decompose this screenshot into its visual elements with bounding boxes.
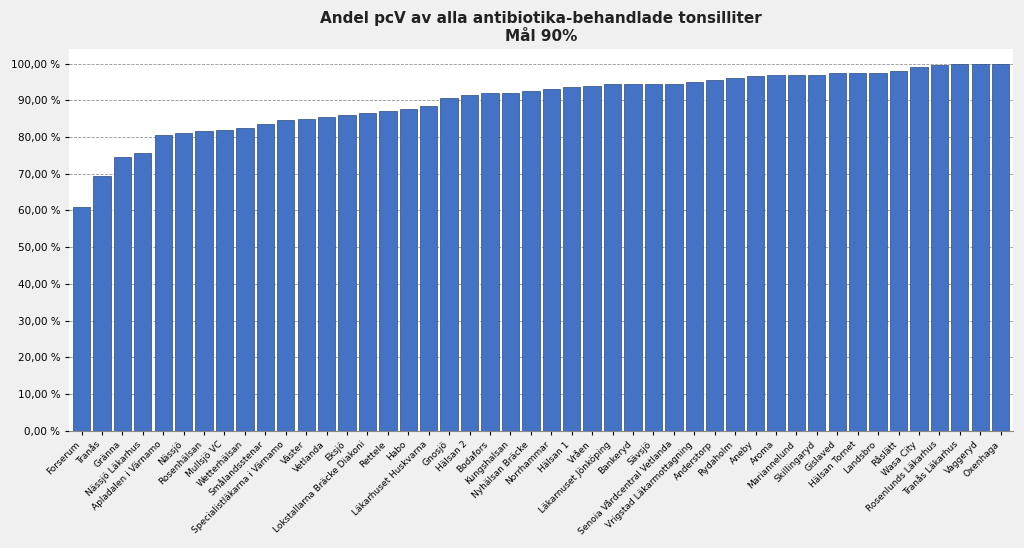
- Bar: [420, 106, 437, 431]
- Bar: [726, 78, 743, 431]
- Bar: [73, 207, 90, 431]
- Bar: [746, 76, 764, 431]
- Bar: [828, 73, 846, 431]
- Bar: [890, 71, 907, 431]
- Bar: [317, 117, 335, 431]
- Bar: [787, 75, 805, 431]
- Bar: [358, 113, 376, 431]
- Bar: [278, 121, 295, 431]
- Bar: [706, 80, 723, 431]
- Bar: [972, 64, 989, 431]
- Bar: [481, 93, 499, 431]
- Bar: [237, 128, 254, 431]
- Bar: [931, 65, 948, 431]
- Bar: [216, 130, 233, 431]
- Bar: [175, 133, 193, 431]
- Bar: [440, 99, 458, 431]
- Bar: [298, 118, 314, 431]
- Bar: [155, 135, 172, 431]
- Bar: [849, 73, 866, 431]
- Bar: [563, 87, 581, 431]
- Bar: [584, 85, 601, 431]
- Bar: [196, 132, 213, 431]
- Bar: [666, 84, 683, 431]
- Bar: [869, 73, 887, 431]
- Bar: [257, 124, 274, 431]
- Bar: [502, 93, 519, 431]
- Bar: [134, 153, 152, 431]
- Bar: [543, 89, 560, 431]
- Bar: [379, 111, 396, 431]
- Bar: [399, 110, 417, 431]
- Bar: [338, 115, 355, 431]
- Title: Andel pcV av alla antibiotika-behandlade tonsilliter
Mål 90%: Andel pcV av alla antibiotika-behandlade…: [321, 11, 762, 43]
- Bar: [461, 95, 478, 431]
- Bar: [604, 84, 622, 431]
- Bar: [992, 64, 1010, 431]
- Bar: [951, 64, 969, 431]
- Bar: [767, 75, 784, 431]
- Bar: [625, 84, 642, 431]
- Bar: [114, 157, 131, 431]
- Bar: [686, 82, 702, 431]
- Bar: [522, 91, 540, 431]
- Bar: [808, 75, 825, 431]
- Bar: [645, 84, 663, 431]
- Bar: [910, 67, 928, 431]
- Bar: [93, 175, 111, 431]
